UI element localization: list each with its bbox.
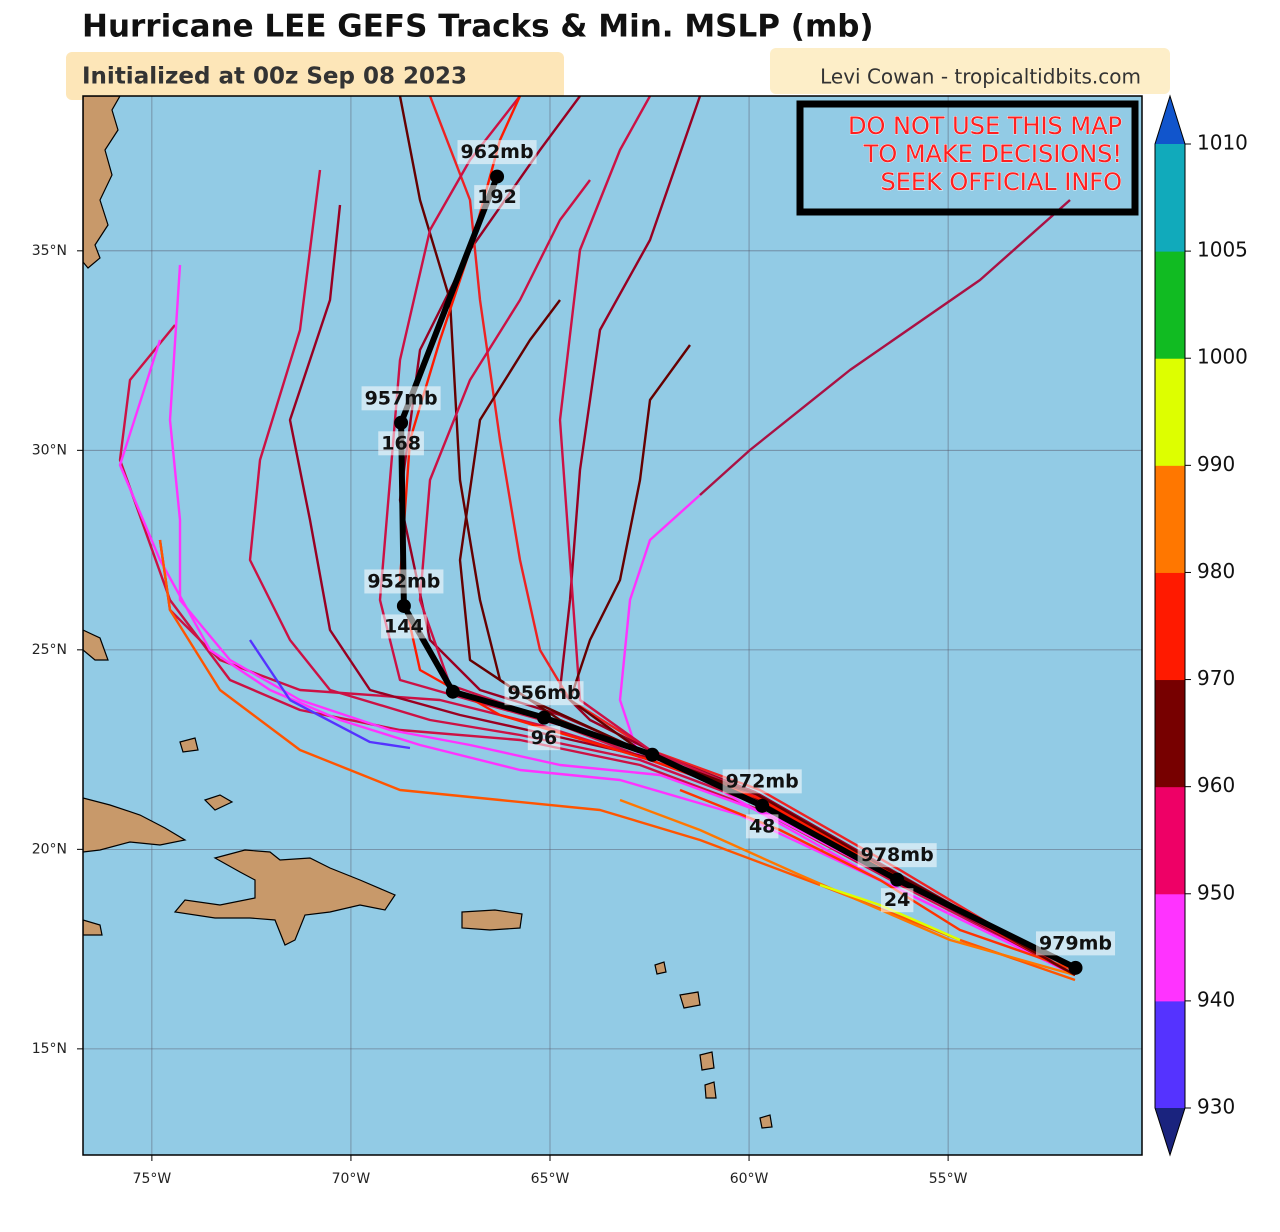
- colorbar-segment: [1155, 358, 1185, 466]
- y-tick-label: 20°N: [32, 841, 67, 857]
- warning-line: TO MAKE DECISIONS!: [863, 140, 1122, 168]
- x-tick-label: 70°W: [332, 1171, 371, 1187]
- colorbar-tick-label: 990: [1197, 452, 1235, 476]
- warning-line: SEEK OFFICIAL INFO: [881, 168, 1123, 196]
- track-point: [445, 684, 460, 699]
- label-background: [361, 386, 441, 411]
- pressure-label: 972mb: [726, 770, 799, 792]
- label-background: [527, 726, 561, 751]
- colorbar-under: [1155, 1108, 1185, 1155]
- title: Hurricane LEE GEFS Tracks & Min. MSLP (m…: [82, 9, 874, 45]
- y-tick-label: 30°N: [32, 442, 67, 458]
- label-background: [364, 569, 444, 594]
- label-background: [457, 140, 537, 165]
- hour-label: 48: [749, 815, 775, 837]
- pressure-label: 952mb: [367, 570, 440, 592]
- track-point: [394, 415, 409, 430]
- colorbar-segment: [1155, 144, 1185, 252]
- x-tick-label: 75°W: [133, 1171, 172, 1187]
- colorbar-segment: [1155, 251, 1185, 359]
- label-background: [745, 814, 779, 839]
- label-background: [857, 843, 937, 868]
- label-background: [504, 681, 584, 706]
- warning-line: DO NOT USE THIS MAP: [848, 112, 1122, 140]
- pressure-label: 962mb: [461, 141, 534, 163]
- track-point: [645, 747, 660, 762]
- y-tick-label: 35°N: [32, 243, 67, 259]
- label-background: [722, 769, 802, 794]
- track-point: [890, 872, 905, 887]
- x-tick-label: 55°W: [929, 1171, 968, 1187]
- label-background: [474, 185, 520, 210]
- label-background: [381, 614, 427, 639]
- pressure-label: 978mb: [861, 844, 934, 866]
- subtitle: Initialized at 00z Sep 08 2023: [82, 64, 467, 90]
- hour-label: 24: [884, 889, 910, 911]
- colorbar-tick-label: 950: [1197, 880, 1235, 904]
- colorbar-segment: [1155, 893, 1185, 1002]
- hour-label: 168: [381, 432, 421, 454]
- track-point: [490, 169, 505, 184]
- colorbar-tick-label: 980: [1197, 559, 1235, 583]
- pressure-label: 957mb: [365, 387, 438, 409]
- pressure-label: 956mb: [507, 682, 580, 704]
- ocean: [83, 96, 1142, 1155]
- colorbar-tick-label: 1010: [1197, 131, 1248, 155]
- pressure-label: 979mb: [1039, 932, 1112, 954]
- colorbar-tick-label: 940: [1197, 987, 1235, 1011]
- label-background: [880, 888, 914, 913]
- colorbar: 930 940 950 960 970 980 990 1000 1005 1010: [1154, 94, 1248, 1157]
- x-tick-label: 65°W: [531, 1171, 570, 1187]
- colorbar-segment: [1155, 786, 1185, 895]
- land: [83, 96, 773, 1129]
- track-point: [1068, 960, 1083, 975]
- mean-track-layer: 979mb 978mb 24 972mb 48 956mb 96 952mb 144 957mb 1…: [361, 140, 1116, 975]
- warning-box: [796, 100, 1139, 216]
- colorbar-tick-label: 1005: [1197, 238, 1248, 262]
- colorbar-segment: [1155, 679, 1185, 788]
- colorbar-tick-label: 930: [1197, 1095, 1235, 1119]
- track-point: [755, 798, 770, 813]
- colorbar-over: [1155, 96, 1185, 144]
- label-background: [378, 431, 424, 456]
- colorbar-tick-label: 1000: [1197, 345, 1248, 369]
- colorbar-segment: [1155, 465, 1185, 573]
- colorbar-segment: [1155, 1000, 1185, 1109]
- label-background: [1035, 931, 1116, 956]
- subtitle-highlight: [66, 52, 564, 100]
- y-tick-label: 25°N: [32, 642, 67, 658]
- y-tick-label: 15°N: [32, 1041, 67, 1057]
- hour-label: 96: [531, 727, 557, 749]
- credit: Levi Cowan - tropicaltidbits.com: [820, 65, 1141, 89]
- colorbar-tick-label: 960: [1197, 773, 1235, 797]
- colorbar-segment: [1155, 572, 1185, 681]
- x-tick-label: 60°W: [730, 1171, 769, 1187]
- track-point: [537, 710, 552, 725]
- map-frame: [82, 95, 1143, 1156]
- grid: [83, 96, 1142, 1155]
- hour-label: 144: [384, 615, 424, 637]
- credit-highlight: [770, 48, 1170, 94]
- hour-label: 192: [477, 186, 517, 208]
- colorbar-tick-label: 970: [1197, 666, 1235, 690]
- track-point: [396, 598, 411, 613]
